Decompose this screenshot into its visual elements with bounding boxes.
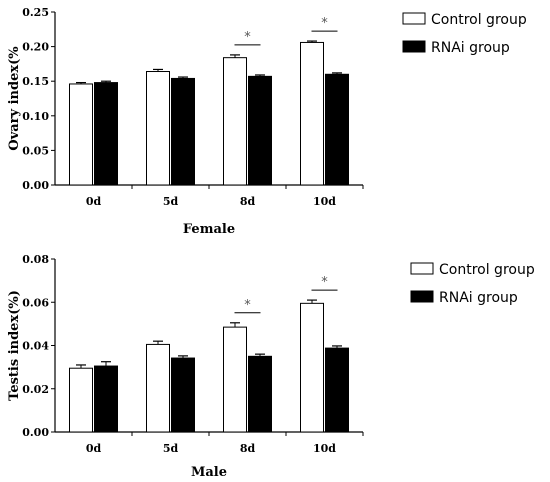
female-x-tick-label: 8d <box>240 195 256 208</box>
female-bar-control <box>69 83 93 186</box>
female-legend-label-rnai: RNAi group <box>431 40 510 56</box>
male-legend-swatch-rnai <box>410 290 434 303</box>
female-bar-control <box>300 41 324 186</box>
male-significance-star: * <box>321 275 328 290</box>
female-bar-rnai <box>94 82 118 186</box>
male-bar-control <box>223 326 247 433</box>
female-x-tick-label: 10d <box>313 195 336 208</box>
female-bar-rnai <box>325 73 349 186</box>
female-y-tick-label: 0.10 <box>22 110 49 123</box>
male-legend-swatch-control <box>410 262 434 275</box>
female-y-tick-label: 0.25 <box>22 6 49 19</box>
male-y-tick-label: 0.06 <box>22 296 49 309</box>
male-legend-label-control: Control group <box>439 262 535 278</box>
male-legend-label-rnai: RNAi group <box>439 290 518 306</box>
female-legend-swatch-rnai <box>402 40 426 53</box>
male-x-tick-label: 10d <box>313 442 336 455</box>
female-legend-label-control: Control group <box>431 12 527 28</box>
female-x-tick-label: 5d <box>163 195 179 208</box>
female-bar-control <box>146 71 170 186</box>
male-significance-star: * <box>244 298 251 313</box>
female-y-tick-label: 0.05 <box>22 144 49 157</box>
male-bar-control <box>146 343 170 433</box>
female-significance-star: * <box>321 16 328 31</box>
female-y-tick-label: 0.15 <box>22 75 49 88</box>
female-bar-rnai <box>248 75 272 186</box>
female-x-axis-title: Female <box>183 222 235 237</box>
male-bar-rnai <box>94 365 118 433</box>
female-significance-star: * <box>244 30 251 45</box>
male-y-tick-label: 0.00 <box>22 426 49 439</box>
male-bar-rnai <box>248 355 272 433</box>
female-bar-control <box>223 57 247 186</box>
male-x-tick-label: 8d <box>240 442 256 455</box>
male-bar-control <box>69 367 93 433</box>
female-y-tick-label: 0.20 <box>22 41 49 54</box>
female-legend-swatch-control <box>402 12 426 25</box>
male-y-tick-label: 0.08 <box>22 253 49 266</box>
male-bar-rnai <box>325 347 349 433</box>
male-chart: 0.00 0.02 0.04 0.06 0.08 0d 5d 8d 10d * * Male Testi… <box>7 253 535 480</box>
female-x-tick-label: 0d <box>86 195 102 208</box>
female-chart: 0.00 0.05 0.10 0.15 0.20 0.25 0d 5d 8d 10d * * Femal… <box>7 6 527 237</box>
male-y-tick-label: 0.04 <box>22 340 49 353</box>
male-bar-rnai <box>171 357 195 433</box>
female-y-tick-label: 0.00 <box>22 179 49 192</box>
male-y-tick-label: 0.02 <box>22 383 49 396</box>
male-x-axis-title: Male <box>191 465 227 480</box>
female-bar-rnai <box>171 77 195 186</box>
female-y-axis-title: Ovary index(% <box>7 46 22 151</box>
male-x-tick-label: 5d <box>163 442 179 455</box>
male-x-tick-label: 0d <box>86 442 102 455</box>
male-bar-control <box>300 302 324 433</box>
male-y-axis-title: Testis index(%) <box>7 290 22 401</box>
